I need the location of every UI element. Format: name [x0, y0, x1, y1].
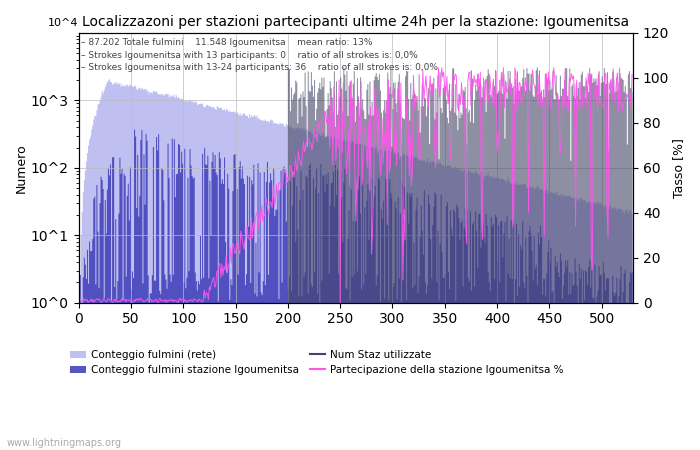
Legend: Conteggio fulmini (rete), Conteggio fulmini stazione Igoumenitsa, Num Staz utili: Conteggio fulmini (rete), Conteggio fulm…	[66, 346, 568, 379]
Title: Localizzazoni per stazioni partecipanti ultime 24h per la stazione: Igoumenitsa: Localizzazoni per stazioni partecipanti …	[83, 15, 629, 29]
Y-axis label: Numero: Numero	[15, 143, 28, 193]
Text: 10^4: 10^4	[48, 18, 78, 27]
Text: – 87.202 Totale fulmini    11.548 Igoumenitsa    mean ratio: 13%
– Strokes Igoum: – 87.202 Totale fulmini 11.548 Igoumenit…	[81, 38, 438, 72]
Y-axis label: Tasso [%]: Tasso [%]	[672, 138, 685, 198]
Text: www.lightningmaps.org: www.lightningmaps.org	[7, 438, 122, 448]
